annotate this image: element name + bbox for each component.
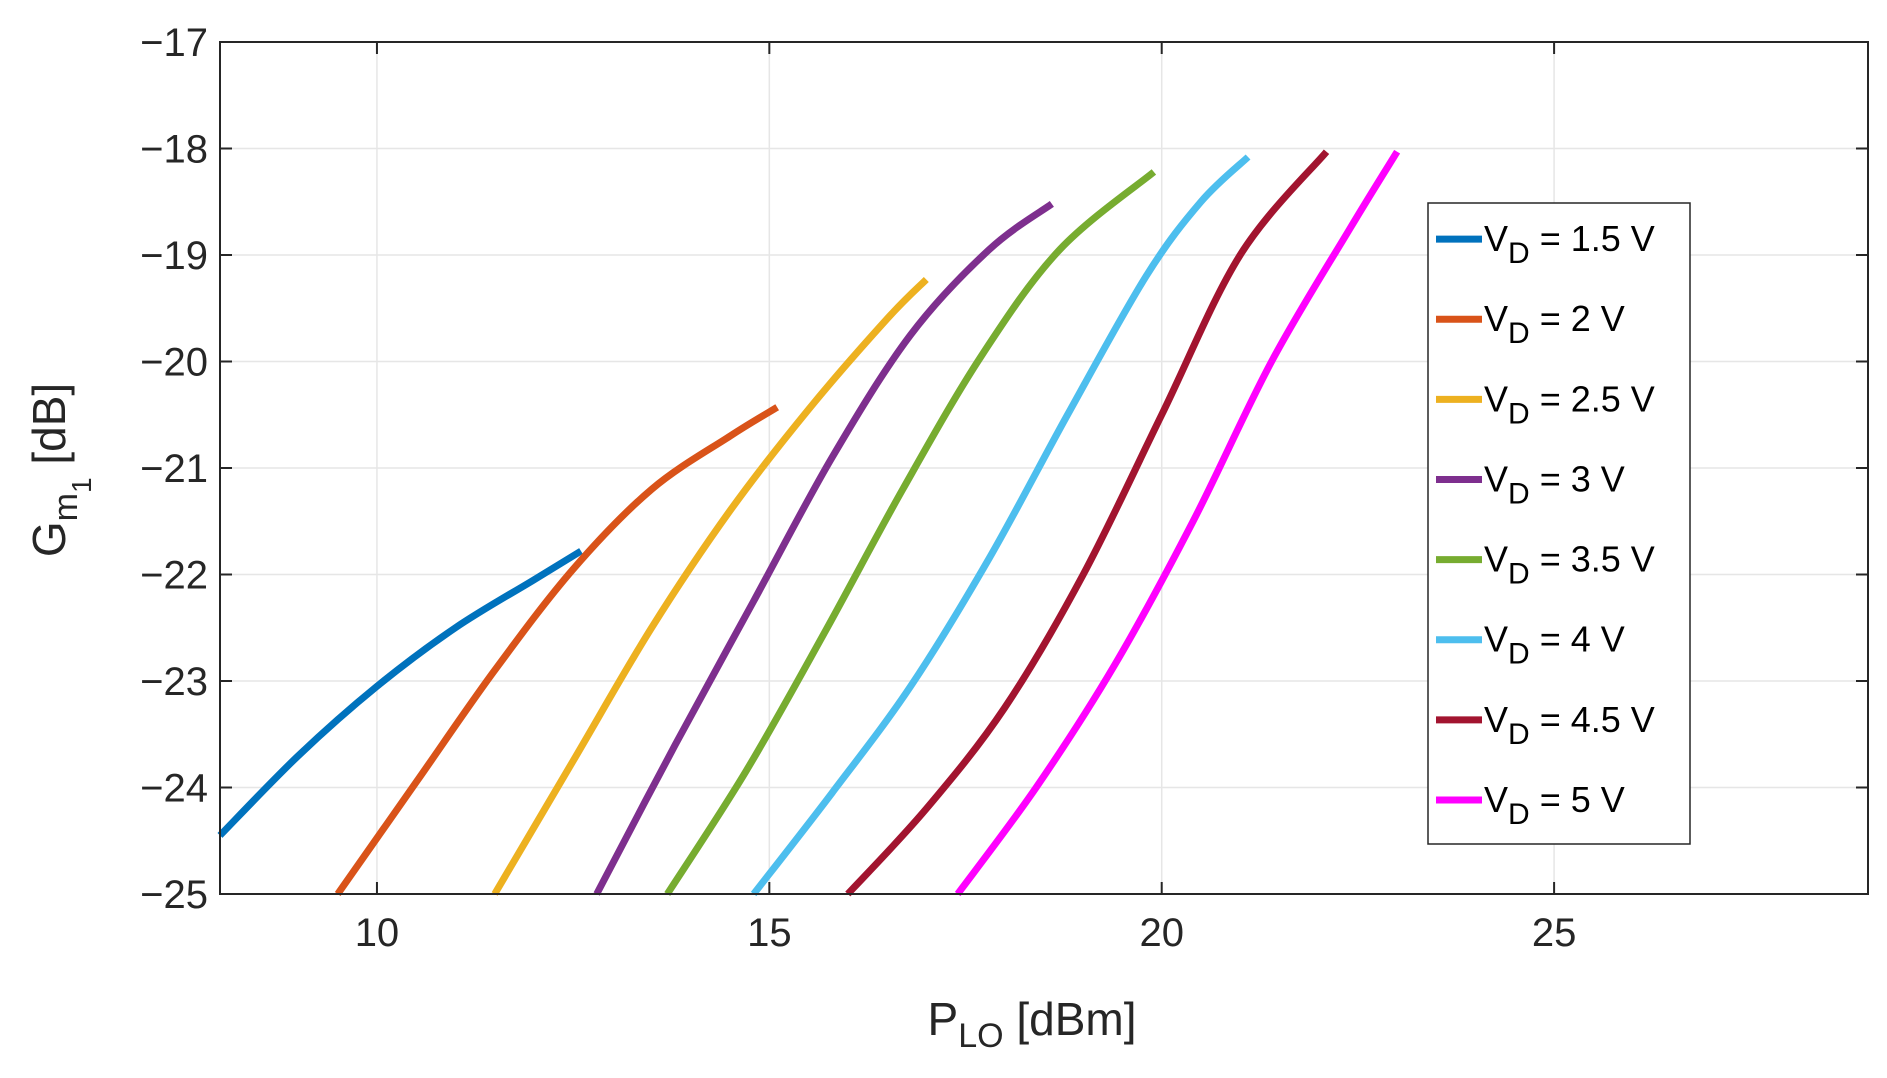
series-layer [217,149,1401,897]
series-line-5-V [954,149,1401,897]
x-axis-ticks: 10 15 20 25 [355,42,1577,955]
legend-item: VD = 4.5 V [1436,699,1655,751]
y-tick-label: −24 [140,767,208,811]
series-line-3-5-V [664,169,1157,896]
y-tick-label: −20 [140,341,208,385]
legend-item: VD = 4 V [1436,619,1625,671]
series-line-4-5-V [845,149,1330,897]
y-tick-label: −22 [140,554,208,598]
x-tick-label: 15 [747,911,792,955]
legend-box [1427,202,1691,845]
y-tick-label: −21 [140,447,208,491]
legend-label: VD = 3.5 V [1484,539,1655,591]
series-line-1-5-V [217,548,583,838]
y-axis-ticks: −25 −24 −23 −22 −21 −20 −19 −18 −17 [140,21,1868,917]
legend-label: VD = 5 V [1484,779,1625,831]
legend-item: VD = 3 V [1436,458,1625,510]
series-line-3-V [593,201,1054,896]
y-tick-label: −17 [140,21,208,65]
legend-item: VD = 2.5 V [1436,378,1655,430]
legend-label: VD = 1.5 V [1484,218,1655,270]
legend: VD = 1.5 V VD = 2 V VD = 2.5 V VD = 3 V VD =… [1427,202,1691,845]
y-tick-label: −25 [140,873,208,917]
legend-label: VD = 4 V [1484,619,1625,671]
legend-label: VD = 3 V [1484,458,1625,510]
series-line-2-V [334,404,780,897]
x-tick-label: 25 [1532,911,1577,955]
legend-item: VD = 1.5 V [1436,218,1655,270]
legend-item: VD = 5 V [1436,779,1625,831]
legend-item: VD = 2 V [1436,298,1625,350]
y-tick-label: −23 [140,660,208,704]
x-tick-label: 10 [355,911,400,955]
y-axis-label: Gm1 [dB] [23,383,97,557]
legend-label: VD = 2.5 V [1484,378,1655,430]
series-line-2-5-V [491,277,929,896]
legend-item: VD = 3.5 V [1436,539,1655,591]
x-tick-label: 20 [1139,911,1184,955]
series-line-4-V [750,154,1251,897]
y-tick-label: −19 [140,234,208,278]
legend-label: VD = 2 V [1484,298,1625,350]
y-tick-label: −18 [140,128,208,172]
x-axis-label: PLO [dBm] [928,993,1137,1055]
legend-label: VD = 4.5 V [1484,699,1655,751]
